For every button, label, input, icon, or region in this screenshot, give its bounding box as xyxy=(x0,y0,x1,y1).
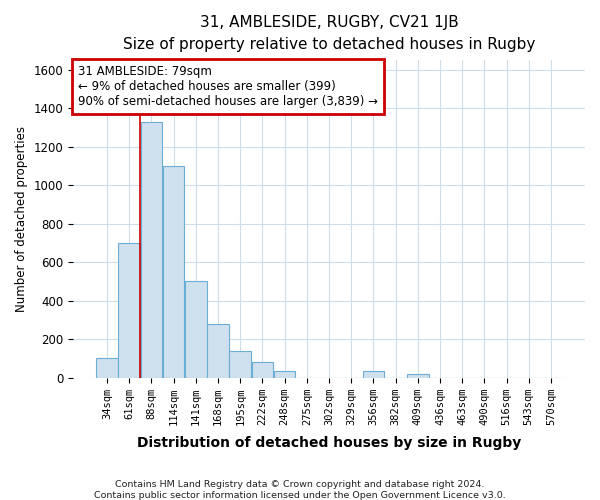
Bar xyxy=(118,243,140,378)
Bar xyxy=(274,371,295,378)
Bar xyxy=(185,282,206,378)
Y-axis label: Number of detached properties: Number of detached properties xyxy=(15,126,28,312)
Bar xyxy=(207,324,229,378)
X-axis label: Distribution of detached houses by size in Rugby: Distribution of detached houses by size … xyxy=(137,436,521,450)
Bar xyxy=(163,166,184,378)
Text: 31 AMBLESIDE: 79sqm
← 9% of detached houses are smaller (399)
90% of semi-detach: 31 AMBLESIDE: 79sqm ← 9% of detached hou… xyxy=(78,65,378,108)
Bar xyxy=(407,374,428,378)
Bar xyxy=(229,350,251,378)
Bar xyxy=(362,371,384,378)
Bar xyxy=(251,362,273,378)
Bar xyxy=(96,358,118,378)
Text: Contains HM Land Registry data © Crown copyright and database right 2024.
Contai: Contains HM Land Registry data © Crown c… xyxy=(94,480,506,500)
Title: 31, AMBLESIDE, RUGBY, CV21 1JB
Size of property relative to detached houses in R: 31, AMBLESIDE, RUGBY, CV21 1JB Size of p… xyxy=(123,15,535,52)
Bar xyxy=(140,122,162,378)
